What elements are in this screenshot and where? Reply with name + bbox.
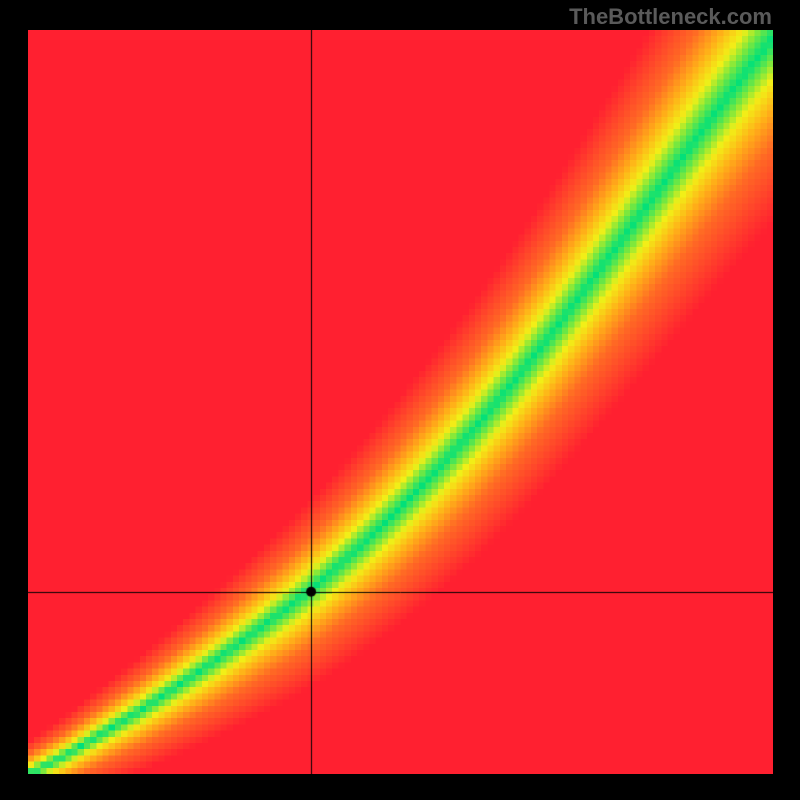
chart-container: TheBottleneck.com <box>0 0 800 800</box>
crosshair-overlay <box>28 30 773 774</box>
source-watermark: TheBottleneck.com <box>569 4 772 30</box>
